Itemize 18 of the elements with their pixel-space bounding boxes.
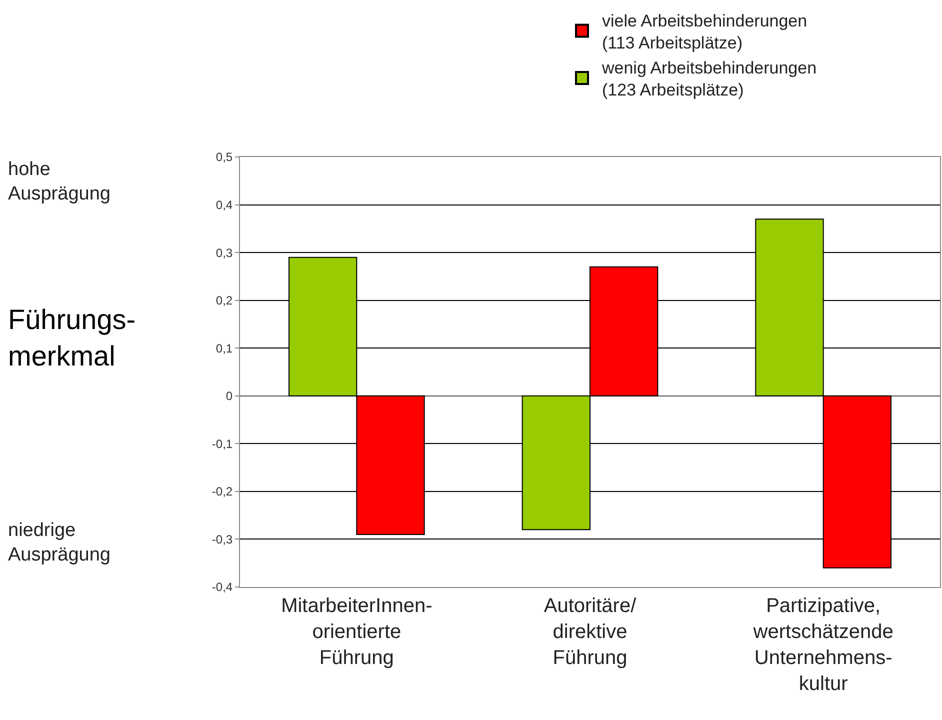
y-axis-title: Führungs- merkmal — [8, 304, 136, 372]
y-tick-label: 0,4 — [216, 198, 233, 212]
y-tick-label: -0,4 — [212, 580, 233, 594]
text: hohe Ausprägung — [8, 159, 110, 205]
y-tick-label: -0,1 — [212, 436, 233, 451]
y-tick-label: 0,1 — [216, 341, 233, 356]
x-tick-label: MitarbeiterInnen- orientierte Führung — [281, 595, 432, 669]
y-tick-label: -0,3 — [212, 532, 233, 546]
x-tick-label: Autoritäre/ direktive Führung — [544, 595, 637, 669]
y-tick-label: -0,2 — [212, 484, 233, 499]
legend-label: wenig Arbeitsbehinderungen (123 Arbeitsplätze) — [601, 58, 817, 100]
x-tick-label: Partizipative, wertschätzende Unternehmens- kultur — [752, 595, 894, 695]
legend-label: viele Arbeitsbehinderungen (113 Arbeitsplätze) — [602, 11, 808, 52]
y-tick-label: 0,5 — [216, 150, 233, 164]
y-tick-label: 0,2 — [216, 294, 233, 308]
y-tick-label: 0 — [226, 389, 233, 404]
y-tick-label: 0,3 — [216, 246, 233, 260]
text: niedrige Ausprägung — [8, 520, 110, 566]
